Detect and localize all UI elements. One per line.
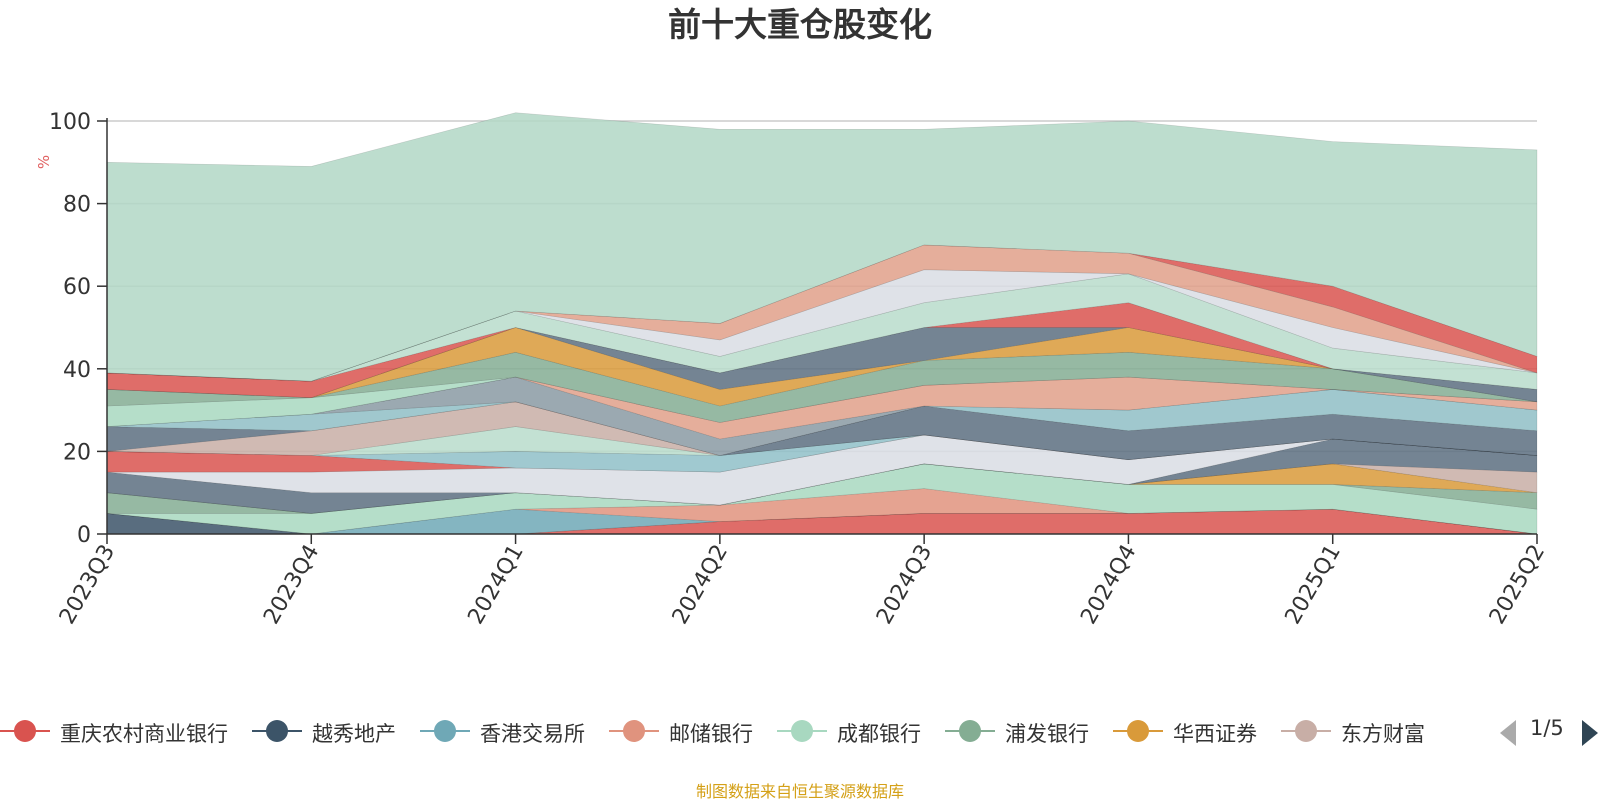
area-series-22 — [106, 302, 1538, 399]
area-series-21 — [106, 327, 1538, 403]
legend-label: 成都银行 — [837, 722, 921, 746]
legend-label: 重庆农村商业银行 — [60, 722, 228, 746]
legend-label: 邮储银行 — [669, 722, 753, 746]
legend-page-indicator: 1/5 — [1530, 716, 1564, 740]
legend-prev-icon[interactable] — [1500, 720, 1516, 746]
legend-dot-icon — [623, 720, 645, 742]
area-series-8 — [106, 438, 1538, 514]
area-series-27 — [106, 112, 1538, 382]
x-tick-label: 2025Q2 — [1485, 541, 1550, 629]
y-tick-label: 40 — [63, 358, 91, 383]
y-tick-label: 0 — [77, 523, 91, 548]
legend-next-icon[interactable] — [1582, 720, 1598, 746]
x-tick-label: 2024Q1 — [463, 541, 528, 629]
x-tick-label: 2024Q3 — [872, 541, 937, 629]
chart-title: 前十大重仓股变化 — [668, 5, 932, 44]
area-series-26 — [106, 244, 1538, 382]
legend-item[interactable]: 越秀地产 — [252, 716, 420, 746]
legend-item[interactable]: 东方财富 — [1281, 716, 1449, 746]
legend-item[interactable]: 华西证券 — [1113, 716, 1281, 746]
legend-label: 浦发银行 — [1005, 722, 1089, 746]
legend-dot-icon — [1295, 720, 1317, 742]
x-tick-label: 2024Q2 — [668, 541, 733, 629]
legend-dot-icon — [434, 720, 456, 742]
x-tick-label: 2025Q1 — [1281, 541, 1346, 629]
legend-item[interactable]: 成都银行 — [777, 716, 945, 746]
legend-label: 华西证券 — [1173, 722, 1257, 746]
y-tick-label: 100 — [49, 110, 91, 135]
legend-dot-icon — [791, 720, 813, 742]
legend-item[interactable]: 邮储银行 — [609, 716, 777, 746]
legend-items: 重庆农村商业银行 越秀地产 香港交易所 邮储银行 成都银行 浦发银行 华西证券 东方财富 — [0, 712, 1484, 752]
x-tick-label: 2023Q3 — [55, 541, 120, 629]
legend-dot-icon — [14, 720, 36, 742]
legend-label: 越秀地产 — [312, 722, 396, 746]
legend-label: 东方财富 — [1341, 722, 1425, 746]
legend-label: 香港交易所 — [480, 722, 585, 746]
legend-pager: 1/5 — [1500, 712, 1600, 752]
legend: 重庆农村商业银行 越秀地产 香港交易所 邮储银行 成都银行 浦发银行 华西证券 东方财富 1/… — [0, 712, 1600, 752]
legend-dot-icon — [1127, 720, 1149, 742]
x-tick-label: 2023Q4 — [259, 541, 324, 629]
y-axis-unit-label: % — [35, 155, 53, 169]
legend-item[interactable]: 香港交易所 — [420, 716, 609, 746]
source-note: 制图数据来自恒生聚源数据库 — [695, 782, 904, 801]
y-tick-label: 60 — [63, 275, 91, 300]
x-tick-label: 2024Q4 — [1076, 541, 1141, 629]
area-series-23 — [106, 273, 1538, 390]
y-tick-label: 20 — [63, 440, 91, 465]
legend-item[interactable]: 重庆农村商业银行 — [0, 716, 252, 746]
legend-dot-icon — [266, 720, 288, 742]
legend-item[interactable]: 浦发银行 — [945, 716, 1113, 746]
legend-dot-icon — [959, 720, 981, 742]
y-tick-label: 80 — [63, 193, 91, 218]
